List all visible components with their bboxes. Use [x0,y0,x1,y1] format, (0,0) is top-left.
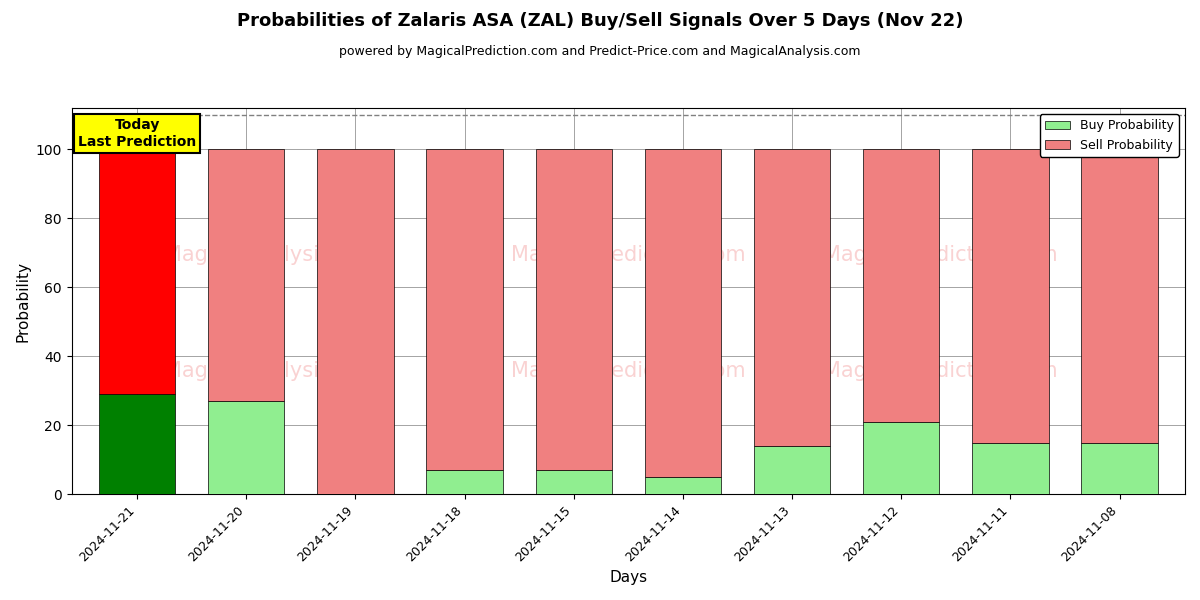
Bar [754,446,830,494]
Bar [644,149,721,477]
Bar [535,470,612,494]
Bar [208,401,284,494]
Bar [317,149,394,494]
Bar [1081,443,1158,494]
Bar [535,149,612,470]
Text: Probabilities of Zalaris ASA (ZAL) Buy/Sell Signals Over 5 Days (Nov 22): Probabilities of Zalaris ASA (ZAL) Buy/S… [236,12,964,30]
Bar [863,149,940,422]
Text: Today
Last Prediction: Today Last Prediction [78,118,197,149]
Bar [644,477,721,494]
Bar [208,149,284,401]
Bar [972,149,1049,443]
Text: MagicalPrediction.com: MagicalPrediction.com [511,245,745,265]
Text: MagicalPrediction.com: MagicalPrediction.com [511,361,745,381]
Bar [863,422,940,494]
Bar [426,149,503,470]
Bar [98,149,175,394]
Y-axis label: Probability: Probability [16,260,30,341]
Bar [98,394,175,494]
Bar [754,149,830,446]
Text: MagicalAnalysis.com: MagicalAnalysis.com [163,245,380,265]
Text: powered by MagicalPrediction.com and Predict-Price.com and MagicalAnalysis.com: powered by MagicalPrediction.com and Pre… [340,45,860,58]
X-axis label: Days: Days [610,570,647,585]
Text: MagicalPrediction.com: MagicalPrediction.com [823,245,1057,265]
Bar [426,470,503,494]
Bar [972,443,1049,494]
Legend: Buy Probability, Sell Probability: Buy Probability, Sell Probability [1040,114,1178,157]
Text: MagicalPrediction.com: MagicalPrediction.com [823,361,1057,381]
Bar [1081,149,1158,443]
Text: MagicalAnalysis.com: MagicalAnalysis.com [163,361,380,381]
